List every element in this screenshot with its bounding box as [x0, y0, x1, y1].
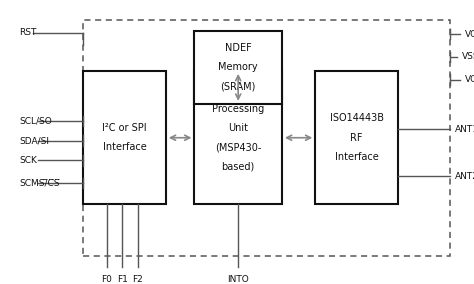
- Text: Interface: Interface: [102, 142, 146, 153]
- Text: based): based): [221, 162, 255, 172]
- Text: Processing: Processing: [212, 104, 264, 114]
- Text: SCMS/CS: SCMS/CS: [0, 283, 1, 284]
- Text: RST: RST: [19, 28, 36, 37]
- Text: Interface: Interface: [335, 152, 379, 162]
- Bar: [315, 71, 398, 204]
- Text: ISO14443B: ISO14443B: [330, 113, 383, 124]
- Text: (MSP430-: (MSP430-: [215, 142, 261, 153]
- Text: F2: F2: [133, 275, 143, 284]
- Text: NDEF: NDEF: [225, 43, 252, 53]
- Text: ANT2: ANT2: [455, 172, 474, 181]
- Text: RF: RF: [350, 133, 363, 143]
- Text: VSS: VSS: [462, 52, 474, 61]
- Text: SCK: SCK: [19, 156, 37, 165]
- Text: F1: F1: [117, 275, 128, 284]
- Text: SCL/SO: SCL/SO: [19, 116, 52, 125]
- Bar: [83, 71, 166, 204]
- Text: F0: F0: [101, 275, 112, 284]
- Bar: [83, 20, 450, 256]
- Text: Memory: Memory: [219, 62, 258, 72]
- Text: Unit: Unit: [228, 123, 248, 133]
- Text: VCORE: VCORE: [465, 75, 474, 84]
- Text: (SRAM): (SRAM): [220, 82, 256, 92]
- Bar: [194, 71, 282, 204]
- Text: ANT1: ANT1: [455, 125, 474, 134]
- Text: SDA/SI: SDA/SI: [19, 136, 49, 145]
- Bar: [194, 31, 282, 104]
- Text: I²C or SPI: I²C or SPI: [102, 123, 147, 133]
- Text: INTO: INTO: [228, 275, 249, 284]
- Text: SCMS/̅C̅S̅: SCMS/̅C̅S̅: [19, 179, 59, 188]
- Text: VCC: VCC: [465, 30, 474, 39]
